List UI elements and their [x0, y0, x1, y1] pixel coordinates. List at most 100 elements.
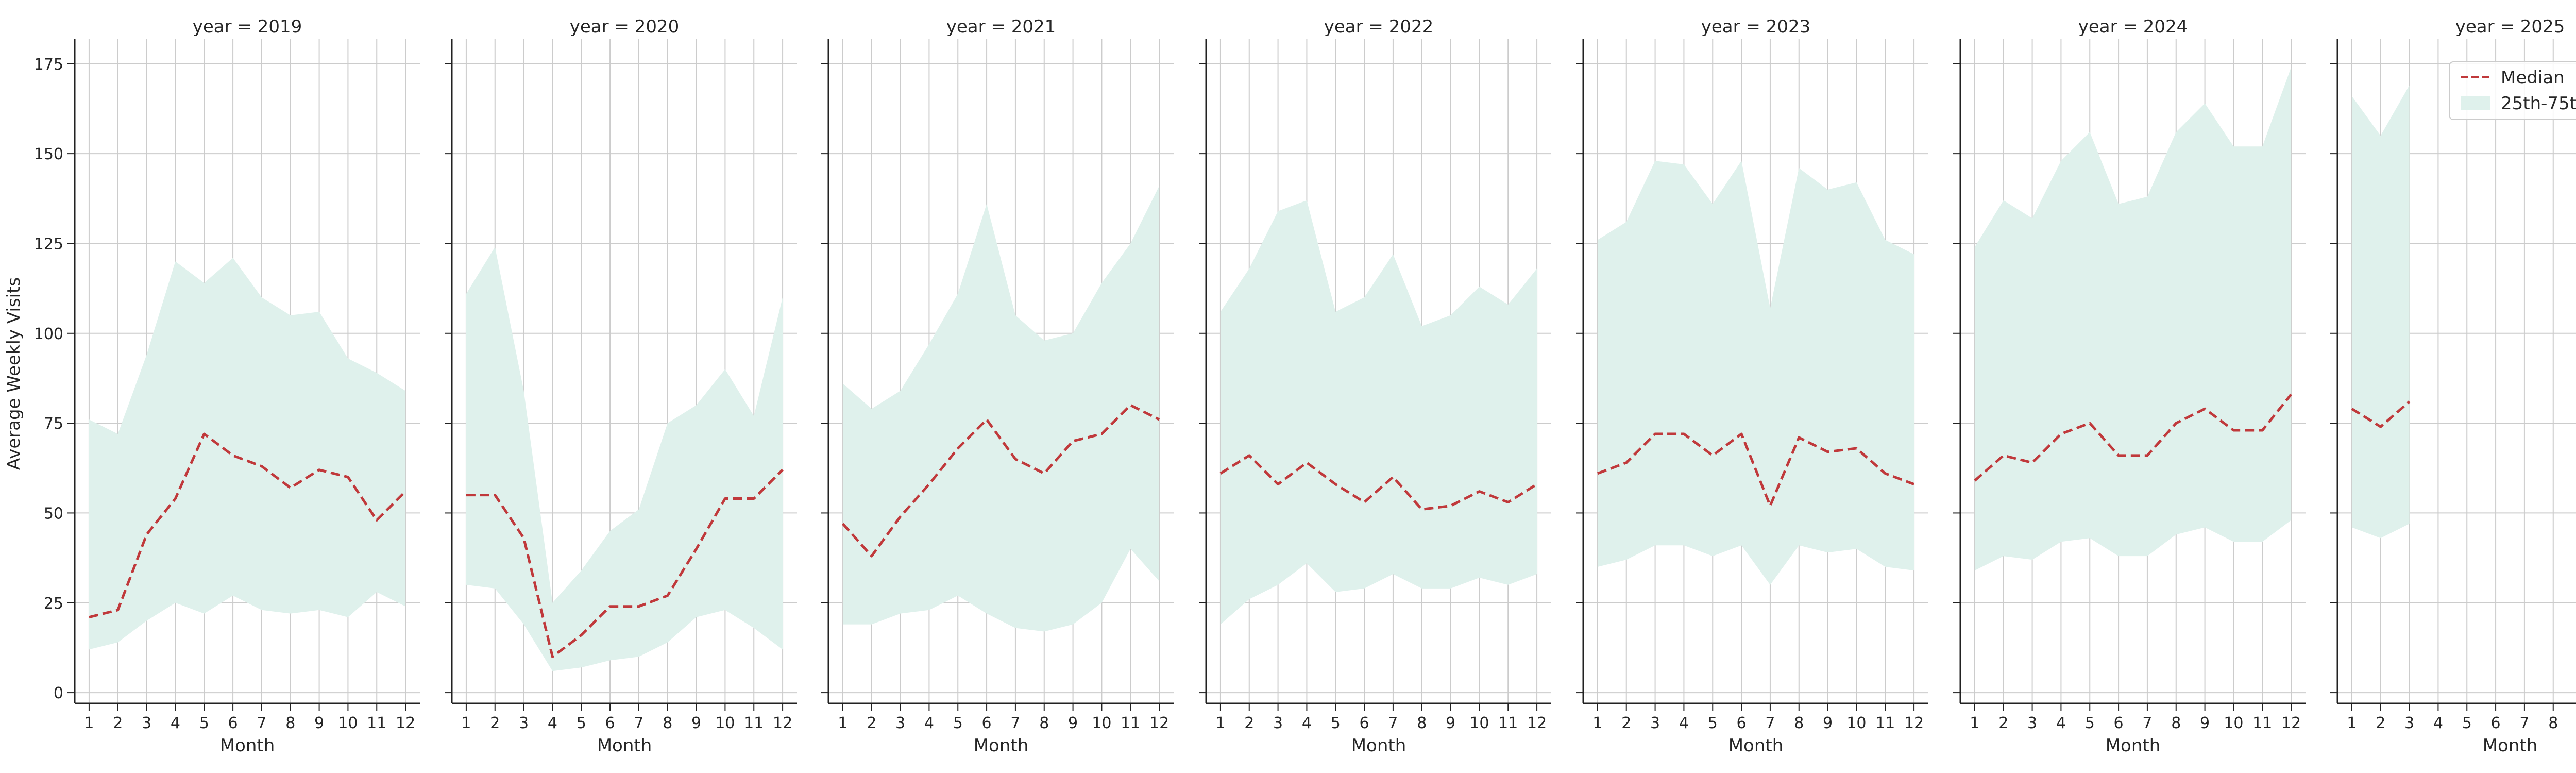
x-axis-label: Month [597, 735, 652, 756]
x-tick-label: 6 [2114, 714, 2124, 732]
x-axis-label: Month [2483, 735, 2538, 756]
x-tick-label: 8 [1039, 714, 1049, 732]
x-tick-label: 6 [228, 714, 238, 732]
y-tick-label: 25 [44, 595, 63, 613]
median-line [89, 432, 406, 619]
percentile-band [1220, 200, 1537, 625]
x-tick-label: 1 [1592, 714, 1602, 732]
x-axis-label: Month [2106, 735, 2161, 756]
x-tick-label: 12 [1149, 714, 1169, 732]
x-tick-label: 3 [895, 714, 905, 732]
x-tick-label: 5 [1708, 714, 1718, 732]
facet-title: year = 2019 [193, 16, 302, 37]
x-tick-label: 7 [2519, 714, 2529, 732]
x-tick-label: 5 [953, 714, 963, 732]
x-tick-label: 12 [396, 714, 415, 732]
x-tick-label: 4 [548, 714, 557, 732]
x-tick-label: 5 [577, 714, 586, 732]
x-tick-label: 10 [338, 714, 358, 732]
x-tick-label: 3 [2404, 714, 2414, 732]
facet-title: year = 2020 [570, 16, 679, 37]
x-tick-label: 11 [1875, 714, 1895, 732]
facet-title: year = 2021 [946, 16, 1056, 37]
x-tick-label: 1 [461, 714, 471, 732]
x-tick-label: 11 [367, 714, 386, 732]
median-line [1219, 454, 1538, 511]
x-tick-label: 6 [1737, 714, 1747, 732]
y-tick-label: 50 [44, 505, 63, 523]
x-tick-label: 2 [1621, 714, 1631, 732]
x-tick-label: 2 [1998, 714, 2008, 732]
x-tick-label: 9 [691, 714, 701, 732]
x-tick-label: 8 [1794, 714, 1804, 732]
percentile-band [466, 247, 783, 671]
x-tick-label: 6 [2491, 714, 2501, 732]
x-tick-label: 1 [84, 714, 94, 732]
percentile-band [2351, 85, 2410, 539]
x-tick-label: 1 [1215, 714, 1225, 732]
x-tick-label: 10 [2224, 714, 2243, 732]
x-tick-label: 5 [2085, 714, 2095, 732]
facet-title: year = 2025 [2455, 16, 2565, 37]
x-tick-label: 5 [2462, 714, 2472, 732]
x-tick-label: 1 [838, 714, 848, 732]
x-axis-label: Month [1351, 735, 1406, 756]
x-tick-label: 11 [2252, 714, 2272, 732]
x-tick-label: 8 [2171, 714, 2181, 732]
percentile-band [1597, 161, 1914, 585]
facet-title: year = 2023 [1701, 16, 1810, 37]
x-tick-label: 9 [1068, 714, 1078, 732]
x-tick-label: 10 [715, 714, 735, 732]
x-tick-label: 3 [2027, 714, 2037, 732]
x-tick-label: 12 [773, 714, 792, 732]
x-tick-label: 3 [1650, 714, 1660, 732]
x-tick-label: 9 [314, 714, 324, 732]
x-tick-label: 5 [199, 714, 209, 732]
median-line [1597, 432, 1914, 507]
x-tick-label: 2 [2376, 714, 2385, 732]
x-axis-label: Month [1728, 735, 1784, 756]
x-tick-label: 8 [663, 714, 672, 732]
x-tick-label: 12 [1527, 714, 1547, 732]
y-axis-label: Average Weekly Visits [4, 277, 24, 470]
x-tick-label: 11 [1121, 714, 1140, 732]
y-tick-label: 100 [34, 325, 63, 343]
x-tick-label: 8 [285, 714, 295, 732]
x-tick-label: 11 [744, 714, 764, 732]
x-tick-label: 2 [113, 714, 123, 732]
x-tick-label: 6 [605, 714, 615, 732]
x-axis-label: Month [974, 735, 1029, 756]
x-tick-label: 4 [2433, 714, 2443, 732]
x-tick-label: 9 [2200, 714, 2210, 732]
x-tick-label: 2 [490, 714, 500, 732]
x-tick-label: 10 [1092, 714, 1111, 732]
x-tick-label: 4 [171, 714, 180, 732]
x-tick-label: 11 [1498, 714, 1518, 732]
percentile-band [89, 258, 406, 650]
facet-title: year = 2022 [1324, 16, 1433, 37]
x-tick-label: 4 [1302, 714, 1312, 732]
x-tick-label: 4 [2056, 714, 2066, 732]
x-tick-label: 8 [2548, 714, 2558, 732]
x-tick-label: 7 [1010, 714, 1020, 732]
median-line [2351, 400, 2411, 428]
x-tick-label: 9 [1823, 714, 1833, 732]
x-tick-label: 3 [1273, 714, 1283, 732]
median-line [466, 468, 784, 658]
x-tick-label: 10 [1846, 714, 1866, 732]
x-tick-label: 7 [1388, 714, 1398, 732]
x-tick-label: 7 [257, 714, 266, 732]
x-tick-label: 7 [1765, 714, 1775, 732]
y-tick-label: 75 [44, 415, 63, 433]
x-tick-label: 9 [1446, 714, 1455, 732]
x-tick-label: 12 [1904, 714, 1924, 732]
x-tick-label: 3 [142, 714, 151, 732]
facet-title: year = 2024 [2078, 16, 2188, 37]
